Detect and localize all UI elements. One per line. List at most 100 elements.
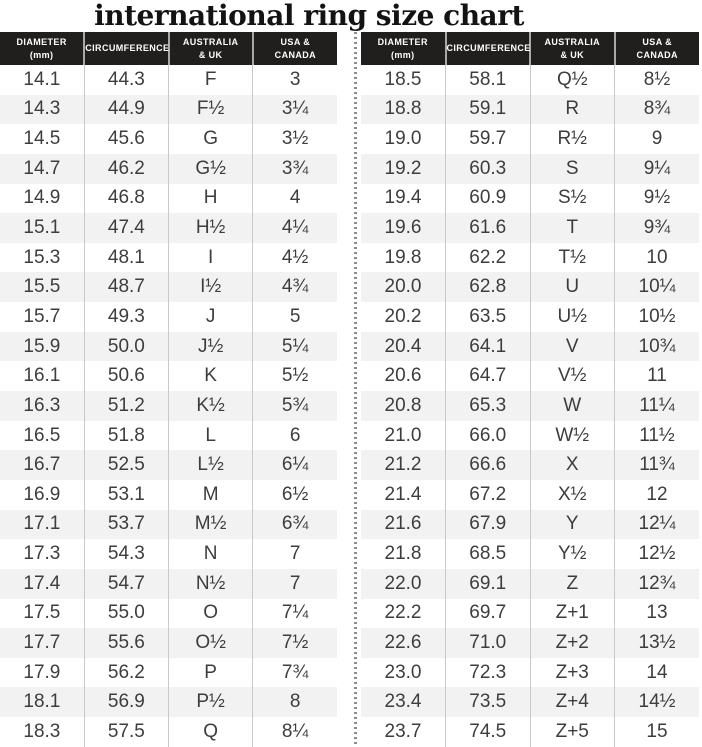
table-cell: X [529, 450, 615, 480]
table-cell: O½ [167, 628, 253, 658]
table-cell: 15.5 [23, 276, 61, 298]
table-cell: 4 [252, 183, 337, 214]
table-cell: 69.1 [445, 568, 530, 599]
table-cell: 66.6 [445, 450, 530, 480]
table-cell: 19.8 [384, 246, 422, 268]
table-row: 14.5 45.6 G 3½ [0, 124, 337, 154]
table-row: 21.0 66.0 W½ 11½ [361, 420, 699, 451]
table-cell: 63.5 [445, 302, 530, 332]
table-cell: 20.2 [384, 305, 422, 327]
table-row: 19.0 59.7 R½ 9 [361, 124, 699, 154]
table-cell: 11¼ [614, 391, 699, 421]
table-row: 20.8 65.3 W 11¼ [361, 391, 699, 421]
table-row: 22.0 69.1 Z 12¾ [361, 568, 699, 599]
table-cell: I½ [167, 272, 253, 303]
table-cell: 22.6 [384, 631, 422, 653]
table-cell: 8¼ [252, 717, 337, 747]
table-cell: R [529, 94, 615, 125]
table-cell: Y½ [529, 539, 615, 569]
table-cell: 17.9 [23, 661, 61, 683]
column-header: DIAMETER (mm) [361, 32, 446, 65]
table-row: 18.5 58.1 Q½ 8½ [361, 65, 699, 95]
table-cell: 6¾ [252, 509, 337, 540]
table-cell: 9¾ [614, 213, 699, 243]
table-cell: G½ [167, 153, 253, 184]
table-row: 17.1 53.7 M½ 6¾ [0, 509, 337, 540]
table-row: 14.3 44.9 F½ 3¼ [0, 94, 337, 125]
table-cell: 15.9 [23, 335, 61, 357]
table-row: 20.4 64.1 V 10¾ [361, 331, 699, 362]
table-cell: 4¼ [252, 213, 337, 243]
table-cell: P [167, 657, 253, 688]
table-cell: 64.7 [445, 361, 530, 392]
table-cell: 50.6 [83, 361, 169, 392]
table-row: 19.8 62.2 T½ 10 [361, 242, 699, 273]
table-cell: 22.2 [384, 602, 422, 624]
table-row: 20.0 62.8 U 10¼ [361, 272, 699, 303]
table-row: 19.4 60.9 S½ 9½ [361, 183, 699, 214]
table-row: 16.5 51.8 L 6 [0, 420, 337, 451]
table-cell: 3¾ [252, 153, 337, 184]
table-cell: 14 [614, 657, 699, 688]
table-cell: 20.8 [384, 394, 422, 416]
page-title: international ring size chart [94, 0, 524, 32]
table-row: 19.2 60.3 S 9¼ [361, 153, 699, 184]
table-row: 15.3 48.1 I 4½ [0, 242, 337, 273]
table-row: 17.4 54.7 N½ 7 [0, 568, 337, 599]
table-row: 14.1 44.3 F 3 [0, 65, 337, 95]
table-cell: 15.7 [23, 305, 61, 327]
table-cell: 45.6 [83, 124, 169, 154]
table-cell: V [529, 331, 615, 362]
table-cell: 18.1 [23, 691, 61, 713]
table-cell: Z+3 [529, 657, 615, 688]
table-row: 20.2 63.5 U½ 10½ [361, 302, 699, 332]
table-cell: 22.0 [384, 572, 422, 594]
table-cell: 11¾ [614, 450, 699, 480]
table-cell: 9 [614, 124, 699, 154]
table-cell: L [167, 420, 253, 451]
table-cell: 17.4 [23, 572, 61, 594]
table-cell: Z+2 [529, 628, 615, 658]
table-cell: 46.8 [83, 183, 169, 214]
table-cell: 61.6 [445, 213, 530, 243]
table-cell: 58.1 [445, 65, 530, 95]
table-cell: 18.5 [384, 68, 422, 90]
table-cell: 15 [614, 717, 699, 747]
table-cell: 6¼ [252, 450, 337, 480]
table-cell: 4½ [252, 242, 337, 273]
table-cell: 3¼ [252, 94, 337, 125]
table-row: 21.2 66.6 X 11¾ [361, 450, 699, 480]
table-cell: 48.1 [83, 242, 169, 273]
table-cell: 12½ [614, 539, 699, 569]
table-cell: Z+4 [529, 687, 615, 718]
table-cell: U [529, 272, 615, 303]
table-cell: X½ [529, 479, 615, 510]
column-header: DIAMETER (mm) [0, 32, 85, 65]
table-cell: 72.3 [445, 657, 530, 688]
column-header: AUSTRALIA & UK [167, 32, 253, 65]
table-cell: 7 [252, 568, 337, 599]
table-cell: 7 [252, 539, 337, 569]
table-cell: 11 [614, 361, 699, 392]
table-cell: 48.7 [83, 272, 169, 303]
table-cell: 5 [252, 302, 337, 332]
table-cell: 73.5 [445, 687, 530, 718]
table-cell: 67.2 [445, 479, 530, 510]
table-cell: 23.7 [384, 720, 422, 742]
table-cell: 50.0 [83, 331, 169, 362]
table-cell: 23.0 [384, 661, 422, 683]
table-cell: 5½ [252, 361, 337, 392]
table-cell: 66.0 [445, 420, 530, 451]
table-cell: S½ [529, 183, 615, 214]
table-cell: 59.1 [445, 94, 530, 125]
table-cell: 57.5 [83, 717, 169, 747]
table-cell: 60.3 [445, 153, 530, 184]
table-cell: 3½ [252, 124, 337, 154]
table-cell: 16.7 [23, 454, 61, 476]
table-cell: 59.7 [445, 124, 530, 154]
table-cell: 17.3 [23, 543, 61, 565]
table-cell: 64.1 [445, 331, 530, 362]
table-row: 15.1 47.4 H½ 4¼ [0, 213, 337, 243]
table-cell: 12¾ [614, 568, 699, 599]
table-cell: 12¼ [614, 509, 699, 540]
